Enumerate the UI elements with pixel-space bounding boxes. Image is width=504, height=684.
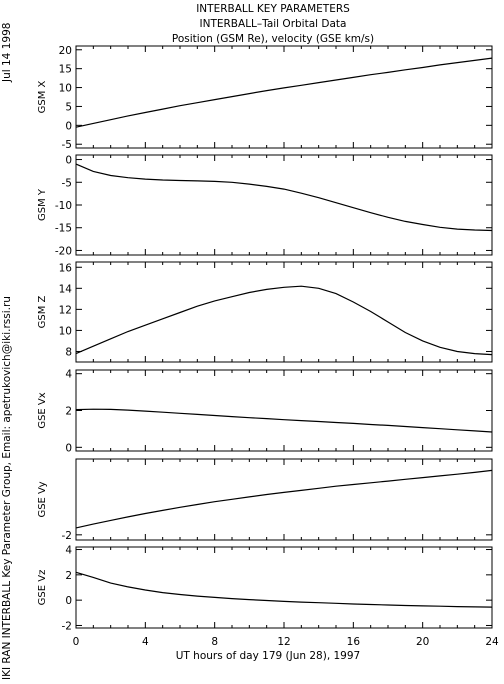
y-axis-label: GSM X	[37, 80, 48, 113]
y-axis-label: GSM Z	[37, 295, 48, 328]
panel-frame	[75, 546, 493, 629]
panel-frame	[75, 154, 493, 256]
y-tick-label: 0	[65, 442, 72, 454]
series-line	[75, 57, 493, 128]
y-tick-label: 12	[59, 304, 72, 316]
title-line-1: INTERBALL KEY PARAMETERS	[196, 3, 350, 15]
y-tick-label: 0	[65, 155, 72, 167]
y-tick-label: 10	[59, 83, 72, 95]
y-tick-label: 5	[65, 101, 72, 113]
y-axis-label: GSM Y	[37, 188, 48, 221]
panel-2: -20 -15 -10 -5 0 GSM Y	[37, 154, 493, 257]
y-tick-label: -2	[62, 620, 72, 632]
y-tick-label: 2	[65, 406, 72, 418]
y-axis-label: GSE Vx	[37, 392, 48, 428]
panel-frame	[75, 261, 493, 363]
y-tick-label: 8	[65, 346, 72, 358]
y-tick-label: 4	[65, 369, 72, 381]
series-line	[75, 408, 493, 433]
x-tick-label: 8	[211, 636, 218, 648]
y-tick-label: -2	[62, 530, 72, 542]
panel-4: 0 2 4 GSE Vx	[37, 369, 493, 454]
y-tick-label: -20	[55, 245, 72, 257]
y-axis-label: GSE Vy	[37, 481, 48, 517]
panel-1: -5 0 5 10 15 20 GSM X	[37, 45, 493, 151]
x-tick-label: 0	[73, 636, 80, 648]
x-tick-label: 12	[277, 636, 290, 648]
y-tick-label: -15	[55, 223, 72, 235]
y-tick-label: 4	[65, 545, 72, 557]
series-line	[75, 163, 493, 232]
x-tick-label: 16	[347, 636, 361, 648]
x-axis-label: UT hours of day 179 (Jun 28), 1997	[176, 650, 360, 662]
panel-5: -2 GSE Vy	[37, 458, 493, 542]
series-line	[75, 285, 493, 356]
title-line-2: INTERBALL–Tail Orbital Data	[199, 18, 347, 30]
series-line	[75, 469, 493, 529]
y-tick-label: 2	[65, 570, 72, 582]
panel-frame	[75, 45, 493, 149]
x-tick-label: 20	[416, 636, 429, 648]
y-tick-label: 0	[65, 120, 72, 132]
x-tick-label: 4	[142, 636, 149, 648]
y-tick-label: -10	[55, 200, 72, 212]
y-tick-label: 16	[59, 262, 73, 274]
y-axis-label: GSE Vz	[37, 570, 48, 606]
x-tick-label: 24	[485, 636, 499, 648]
y-tick-label: -5	[62, 177, 72, 189]
y-tick-label: -5	[62, 139, 72, 151]
series-line	[75, 571, 493, 608]
y-tick-label: 14	[59, 283, 73, 295]
panel-frame	[75, 458, 493, 541]
chart-titles: INTERBALL KEY PARAMETERS INTERBALL–Tail …	[0, 2, 504, 47]
title-line-3: Position (GSM Re), velocity (GSE km/s)	[171, 33, 375, 45]
panel-3: 8 10 12 14 16 GSM Z	[37, 261, 493, 363]
y-tick-label: 0	[65, 595, 72, 607]
y-tick-label: 20	[59, 45, 72, 57]
y-tick-label: 15	[59, 64, 72, 76]
panel-6: -2 0 2 4 GSE Vz	[37, 545, 493, 632]
y-tick-label: 10	[59, 325, 72, 337]
